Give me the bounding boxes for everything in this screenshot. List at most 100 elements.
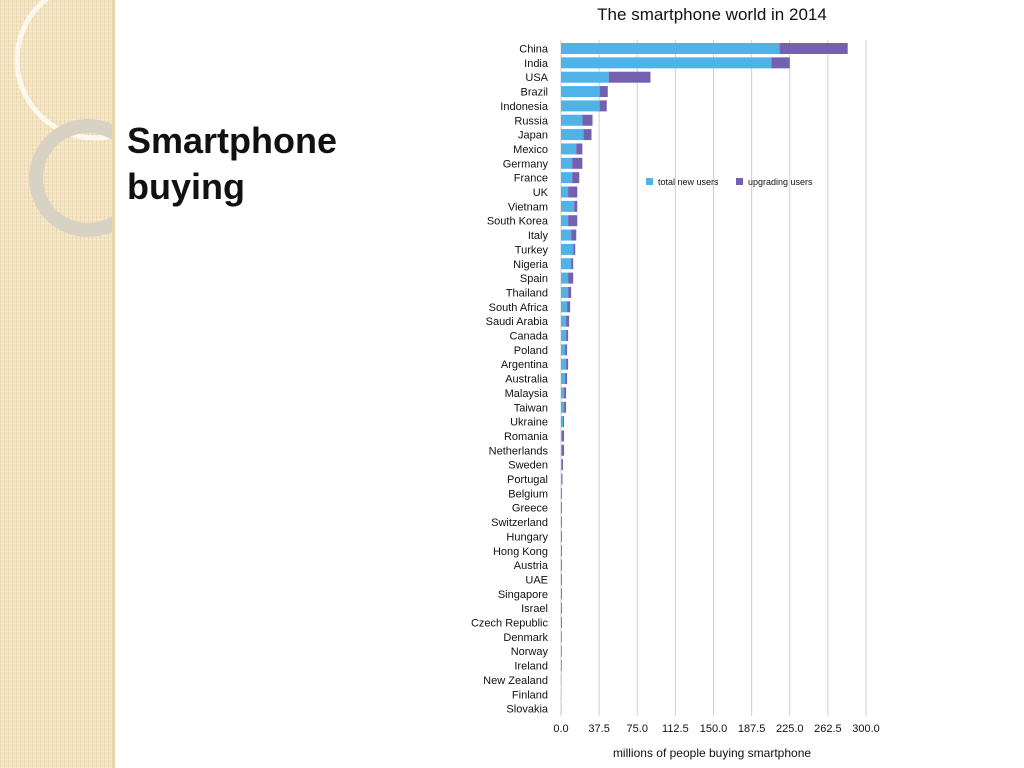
bar-upgrading-users-brazil <box>599 86 608 98</box>
bar-total-new-users-portugal <box>561 473 563 485</box>
bar-upgrading-users-australia <box>565 373 568 385</box>
x-tick-label: 262.5 <box>814 723 842 735</box>
bar-upgrading-users-belgium <box>561 487 563 499</box>
category-label: Slovakia <box>506 704 548 716</box>
category-label: Japan <box>518 130 548 142</box>
bar-upgrading-users-ukraine <box>563 416 565 428</box>
category-label: Finland <box>512 689 548 701</box>
category-label: Italy <box>528 230 549 242</box>
bar-upgrading-users-south-africa <box>567 301 571 313</box>
x-tick-label: 300.0 <box>852 723 880 735</box>
bar-upgrading-users-france <box>572 172 580 184</box>
bar-upgrading-users-germany <box>572 157 583 169</box>
category-label: Hungary <box>506 531 548 543</box>
category-label: South Korea <box>487 216 549 228</box>
slide-title: Smartphone buying <box>127 118 387 210</box>
category-label: Poland <box>514 345 548 357</box>
decorative-rings <box>14 0 112 237</box>
bar-chart: The smartphone world in 2014 China India U… <box>471 5 880 760</box>
bar-upgrading-users-argentina <box>566 358 569 370</box>
bar-total-new-users-italy <box>561 229 572 241</box>
category-label: Sweden <box>508 460 548 472</box>
bar-upgrading-users-denmark <box>561 631 562 643</box>
category-label: Portugal <box>507 474 548 486</box>
category-label: Hong Kong <box>493 546 548 558</box>
bar-total-new-users-usa <box>561 71 609 83</box>
bar-total-new-users-china <box>561 43 780 54</box>
category-label: Thailand <box>506 287 548 299</box>
bar-upgrading-users-nigeria <box>571 258 574 270</box>
bar-total-new-users-hungary <box>561 530 562 542</box>
category-label: Ukraine <box>510 417 548 429</box>
bar-upgrading-users-israel <box>561 602 563 614</box>
category-label: Denmark <box>503 632 548 644</box>
bar-upgrading-users-indonesia <box>599 100 607 112</box>
category-labels: China India USA Brazil Indonesia Russia Japan M… <box>471 44 549 716</box>
bar-upgrading-users-mexico <box>576 143 583 155</box>
bar-upgrading-users-vietnam <box>574 200 578 212</box>
category-label: Germany <box>503 158 549 170</box>
bar-total-new-users-belgium <box>561 487 562 499</box>
bar-upgrading-users-thailand <box>568 286 572 298</box>
bar-upgrading-users-czech-republic <box>561 617 563 628</box>
bar-upgrading-users-china <box>779 43 848 54</box>
bar-upgrading-users-austria <box>561 559 563 571</box>
decorative-ring-large <box>14 0 112 141</box>
bar-upgrading-users-romania <box>562 430 565 442</box>
category-label: India <box>524 58 549 70</box>
bar-upgrading-users-norway <box>561 645 562 657</box>
category-label: Mexico <box>513 144 548 156</box>
bar-upgrading-users-malaysia <box>564 387 567 399</box>
category-label: Turkey <box>515 244 549 256</box>
bar-total-new-users-austria <box>561 559 562 571</box>
category-label: Czech Republic <box>471 618 549 630</box>
category-label: France <box>514 173 548 185</box>
bar-upgrading-users-ireland <box>561 660 562 672</box>
category-label: Ireland <box>514 661 548 673</box>
bar-upgrading-users-usa <box>608 71 651 83</box>
bar-total-new-users-france <box>561 172 573 184</box>
x-axis-label: millions of people buying smartphone <box>613 746 811 760</box>
slide-title-line-2: buying <box>127 166 245 207</box>
bar-upgrading-users-japan <box>583 129 592 141</box>
bar-upgrading-users-netherlands <box>562 444 565 456</box>
category-label: Saudi Arabia <box>486 316 549 328</box>
bar-upgrading-users-hungary <box>561 530 563 542</box>
category-label: UAE <box>525 574 548 586</box>
bar-total-new-users-czech-republic <box>561 617 562 628</box>
category-label: Brazil <box>520 87 548 99</box>
bar-total-new-users-japan <box>561 129 584 141</box>
legend-label-upgrading-users: upgrading users <box>748 177 813 187</box>
bar-total-new-users-germany <box>561 157 573 169</box>
decorative-side-panel <box>0 0 112 768</box>
bar-total-new-users-israel <box>561 602 562 614</box>
category-label: Spain <box>520 273 548 285</box>
bar-total-new-users-spain <box>561 272 569 284</box>
decorative-ring-small <box>29 119 112 237</box>
category-label: Malaysia <box>505 388 549 400</box>
bar-upgrading-users-italy <box>571 229 577 241</box>
category-label: Vietnam <box>508 201 548 213</box>
bar-total-new-users-india <box>561 57 772 69</box>
bar-upgrading-users-russia <box>582 114 593 126</box>
slide-title-line-1: Smartphone <box>127 120 338 161</box>
panel-edge <box>112 0 115 768</box>
category-label: Israel <box>521 603 548 615</box>
bar-upgrading-users-greece <box>561 502 563 514</box>
category-label: New Zealand <box>483 675 548 687</box>
bar-upgrading-users-canada <box>566 330 569 341</box>
bar-total-new-users-taiwan <box>561 401 565 413</box>
category-label: Netherlands <box>489 445 549 457</box>
bar-upgrading-users-taiwan <box>564 401 567 413</box>
chart-gridlines <box>560 40 867 716</box>
bar-upgrading-users-switzerland <box>561 516 563 528</box>
bar-total-new-users-saudi-arabia <box>561 315 567 327</box>
chart-legend: total new users upgrading users <box>646 177 813 187</box>
x-tick-label: 0.0 <box>553 723 568 735</box>
category-label: Greece <box>512 503 548 515</box>
bar-upgrading-users-spain <box>568 272 574 284</box>
category-label: UK <box>533 187 549 199</box>
bar-total-new-users-uk <box>561 186 569 198</box>
category-label: China <box>519 44 549 56</box>
category-label: Australia <box>505 374 549 386</box>
